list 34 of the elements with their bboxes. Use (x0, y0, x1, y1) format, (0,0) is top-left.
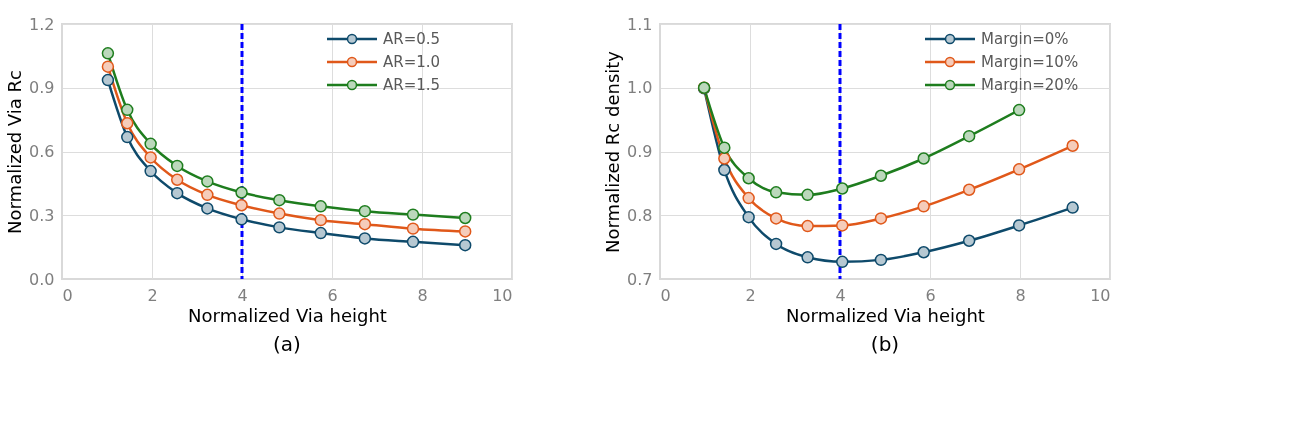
x-tick-label: 6 (327, 285, 338, 305)
y-tick-label: 1.2 (29, 14, 55, 34)
legend-label: Margin=10% (981, 53, 1079, 71)
y-tick-label: 0.8 (627, 205, 653, 225)
legend-label: AR=1.0 (383, 53, 441, 71)
y-tick-label: 1.0 (627, 78, 653, 98)
legend-label: Margin=0% (981, 30, 1069, 48)
text: (a) (273, 332, 301, 356)
x-axis-title: Normalized Via height (786, 304, 985, 326)
y-tick-label: 0.9 (29, 78, 55, 98)
y-axis-title: Normalized Rc density (602, 50, 624, 253)
x-tick-label: 4 (835, 285, 846, 305)
x-tick-label: 8 (417, 285, 428, 305)
y-tick-label: 0.7 (627, 269, 653, 289)
y-axis-title: Normalized Via Rc (4, 70, 26, 234)
legend-label: AR=1.5 (383, 76, 441, 94)
text: (b) (870, 332, 900, 356)
y-tick-label: 0.9 (627, 142, 653, 161)
x-tick-label: 10 (1090, 285, 1111, 305)
x-tick-label: 4 (237, 285, 248, 305)
y-tick-label: 0.0 (29, 269, 55, 289)
x-tick-label: 2 (745, 285, 756, 305)
y-tick-label: 0.3 (29, 205, 55, 225)
y-tick-label: 0.6 (29, 142, 55, 161)
x-tick-label: 8 (1015, 285, 1026, 305)
x-tick-label: 10 (492, 285, 513, 305)
x-tick-label: 6 (925, 285, 936, 305)
x-tick-label: 2 (147, 285, 158, 305)
x-axis-title: Normalized Via height (188, 304, 387, 326)
y-tick-label: 1.1 (627, 14, 653, 34)
legend-label: Margin=20% (981, 76, 1079, 94)
x-tick-label: 0 (62, 285, 73, 305)
x-tick-label: 0 (660, 285, 671, 305)
legend-label: AR=0.5 (383, 30, 441, 48)
